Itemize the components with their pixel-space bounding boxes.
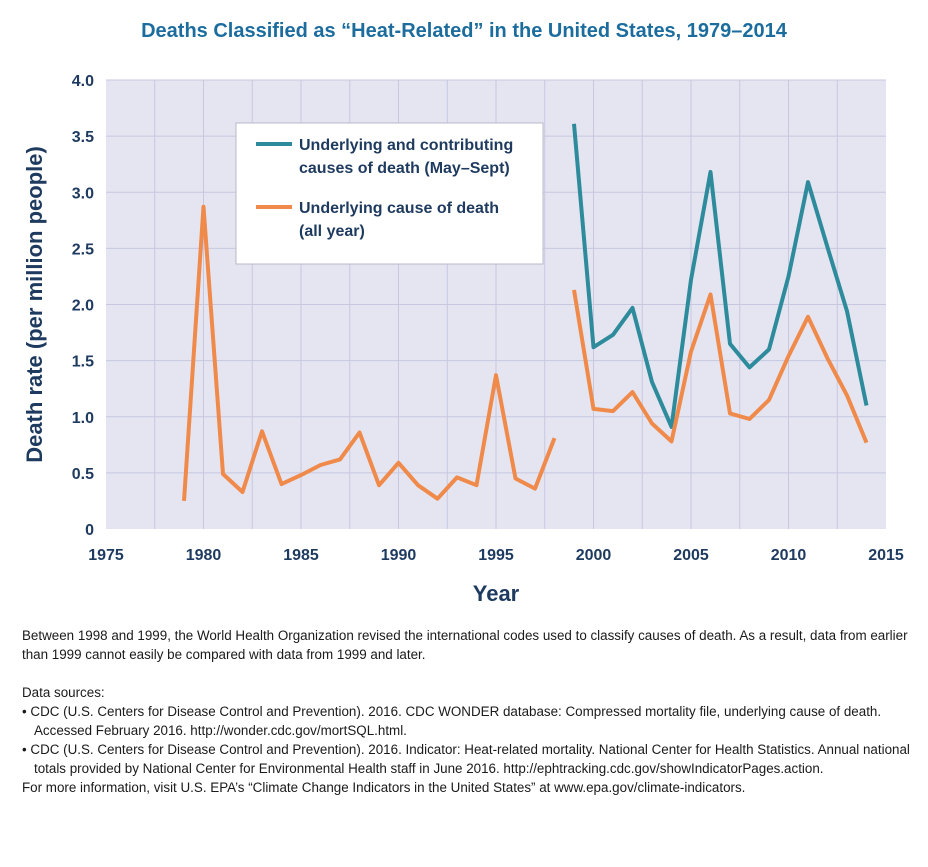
x-tick-label: 2010: [771, 547, 807, 564]
legend-box: [235, 122, 544, 265]
x-tick-label: 2015: [868, 547, 904, 564]
legend-label: causes of death (May–Sept): [299, 160, 510, 177]
legend-label: Underlying and contributing: [299, 137, 513, 154]
series-line: [572, 123, 869, 429]
y-tick-label: 0.5: [72, 466, 94, 483]
x-tick-label: 2000: [576, 547, 612, 564]
x-tick-label: 1985: [283, 547, 319, 564]
source-item: • CDC (U.S. Centers for Disease Control …: [22, 704, 882, 738]
y-tick-label: 3.5: [72, 129, 94, 146]
y-axis-label: Death rate (per million people): [22, 146, 47, 463]
revision-note: Between 1998 and 1999, the World Health …: [22, 628, 908, 662]
line-chart: 0 0.5 1.0 1.5 2.0 2.5 3.0 3.5 4.0 1975 1980 1985 199…: [22, 73, 904, 606]
legend-label: Underlying cause of death: [299, 200, 499, 217]
more-info: For more information, visit U.S. EPA’s “…: [22, 780, 746, 795]
series-line: [182, 204, 557, 502]
x-tick-label: 1980: [186, 547, 222, 564]
source-item: • CDC (U.S. Centers for Disease Control …: [22, 742, 910, 776]
y-tick-label: 2.5: [72, 241, 94, 258]
chart-notes: Between 1998 and 1999, the World Health …: [22, 626, 912, 797]
y-tick-label: 2.0: [72, 298, 94, 315]
y-tick-label: 3.0: [72, 185, 94, 202]
chart-title: Deaths Classified as “Heat-Related” in t…: [141, 20, 787, 42]
x-tick-label: 2005: [673, 547, 709, 564]
series-line: [572, 289, 869, 444]
x-axis-label: Year: [473, 581, 520, 606]
x-tick-label: 1990: [381, 547, 417, 564]
legend-label: (all year): [299, 223, 365, 240]
y-tick-label: 4.0: [72, 73, 94, 90]
sources-heading: Data sources:: [22, 685, 105, 700]
x-tick-label: 1995: [478, 547, 514, 564]
x-tick-label: 1975: [88, 547, 124, 564]
y-tick-label: 1.5: [72, 354, 94, 371]
y-tick-label: 1.0: [72, 410, 94, 427]
y-tick-label: 0: [85, 522, 94, 539]
